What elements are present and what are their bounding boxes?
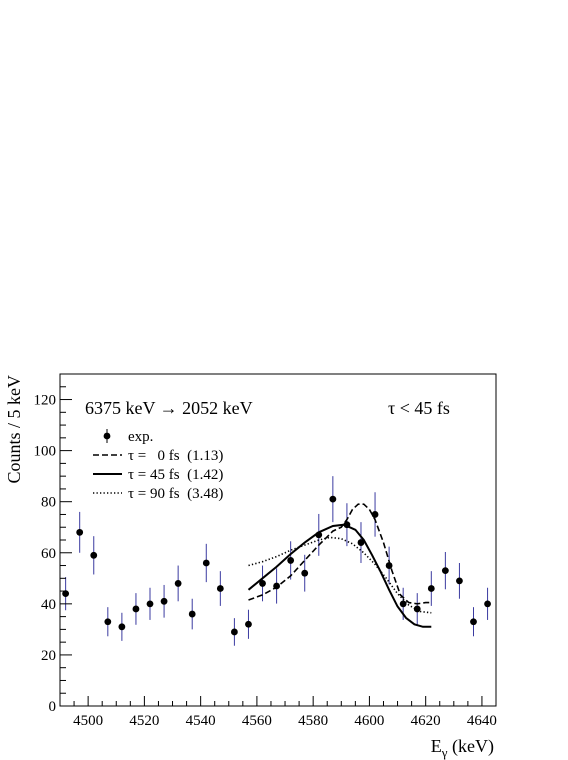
fit-curve-dashed <box>248 503 432 605</box>
x-tick-label: 4640 <box>467 713 497 729</box>
x-tick-label: 4520 <box>129 713 159 729</box>
x-tick-label: 4560 <box>242 713 272 729</box>
axes: 4500 4520 4540 4560 4580 4600 4620 4640 0 20 40 60… <box>4 373 497 760</box>
data-point <box>357 539 365 546</box>
legend-label: exp. <box>128 429 153 445</box>
y-tick-label: 20 <box>41 648 56 664</box>
data-point <box>259 580 266 587</box>
x-axis-label: Eγ (keV) <box>431 736 494 760</box>
data-point <box>188 610 196 618</box>
data-point <box>174 580 182 587</box>
data-point <box>202 559 210 567</box>
data-point <box>385 562 393 569</box>
y-tick-label: 0 <box>49 699 57 715</box>
data-point <box>441 567 449 575</box>
y-tick-label: 80 <box>41 495 56 511</box>
x-tick-label: 4500 <box>73 713 103 729</box>
data-point <box>427 585 435 592</box>
data-point <box>245 620 252 628</box>
y-tick-label: 40 <box>41 597 56 613</box>
legend-label: τ = 45 fs (1.42) <box>128 467 223 483</box>
legend: exp. τ = 0 fs (1.13) τ = 45 fs (1.42) τ = 9… <box>93 429 223 502</box>
data-point <box>90 551 98 559</box>
y-tick-label: 120 <box>34 393 57 409</box>
data-point <box>231 628 238 636</box>
data-point <box>62 590 70 598</box>
x-axis: 4500 4520 4540 4560 4580 4600 4620 4640 <box>59 696 497 729</box>
legend-marker <box>103 432 111 440</box>
data-point <box>160 597 168 605</box>
legend-label: τ = 90 fs (3.48) <box>128 486 223 502</box>
plot-area <box>62 476 491 646</box>
data-point <box>76 528 84 536</box>
data-point <box>146 600 154 608</box>
annotations: 6375 keV → 2052 keV τ < 45 fs <box>85 398 450 418</box>
data-point <box>104 618 112 626</box>
x-tick-label: 4540 <box>186 713 216 729</box>
data-point <box>484 600 491 608</box>
transition-annotation: 6375 keV → 2052 keV <box>85 398 253 418</box>
plot-frame <box>59 373 497 707</box>
x-tick-label: 4620 <box>411 713 441 729</box>
y-axis: 0 20 40 60 80 100 120 <box>34 386 72 715</box>
fit-curve-solid <box>247 523 432 628</box>
data-point <box>371 511 379 518</box>
data-point <box>287 557 295 564</box>
data-point <box>118 623 126 631</box>
x-tick-label: 4580 <box>298 713 328 729</box>
legend-label: τ = 0 fs (1.13) <box>128 448 223 464</box>
data-point <box>216 585 224 592</box>
y-tick-label: 100 <box>34 444 57 460</box>
data-point <box>132 605 140 613</box>
data-point <box>301 569 309 577</box>
y-tick-label: 60 <box>41 546 56 562</box>
x-tick-label: 4600 <box>354 713 384 729</box>
data-point <box>329 495 337 503</box>
data-point <box>413 605 421 613</box>
y-axis-label: Counts / 5 keV <box>4 375 24 484</box>
data-point <box>470 618 477 626</box>
fit-curve-dotted <box>248 536 432 614</box>
lifetime-limit-annotation: τ < 45 fs <box>388 398 450 418</box>
data-point <box>399 600 407 608</box>
data-point <box>456 577 463 585</box>
